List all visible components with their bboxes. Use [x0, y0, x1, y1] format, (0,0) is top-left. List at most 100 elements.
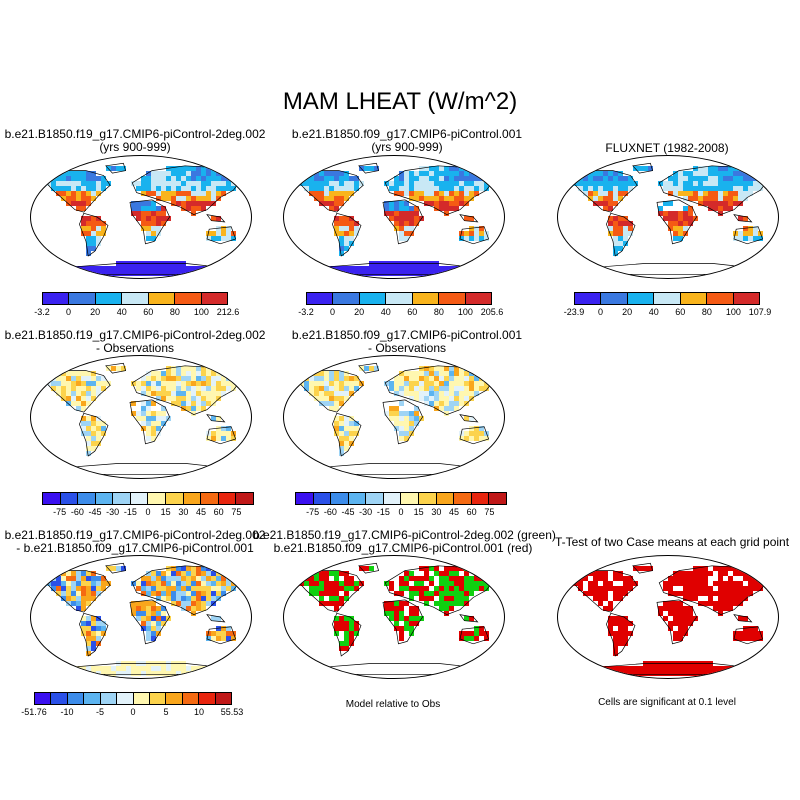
- map-cell: [384, 206, 389, 211]
- map-cell: [608, 216, 613, 221]
- map-cell: [479, 371, 484, 376]
- map-cell: [136, 611, 141, 616]
- map-cell: [176, 366, 181, 371]
- map-cell: [638, 566, 643, 571]
- map-cell: [206, 266, 211, 271]
- map-cell: [484, 376, 489, 381]
- map-cell: [703, 571, 708, 576]
- map-cell: [76, 386, 81, 391]
- map-cell: [568, 576, 573, 581]
- map-cell: [196, 201, 201, 206]
- map-cell: [404, 391, 409, 396]
- map-cell: [201, 386, 206, 391]
- map-cell: [688, 666, 693, 671]
- map-cell: [96, 581, 101, 586]
- map-cell: [181, 601, 186, 606]
- map-cell: [748, 231, 753, 236]
- map-cell: [329, 406, 334, 411]
- map-cell: [206, 381, 211, 386]
- map-cell: [359, 581, 364, 586]
- map-cell: [304, 386, 309, 391]
- map-cell: [41, 376, 46, 381]
- map-cell: [369, 566, 374, 571]
- map-cell: [474, 176, 479, 181]
- panel-3-title: FLUXNET (1982-2008): [557, 142, 777, 155]
- map-cell: [329, 581, 334, 586]
- map-cell: [683, 216, 688, 221]
- map-cell: [166, 191, 171, 196]
- map-cell: [439, 206, 444, 211]
- map-cell: [181, 181, 186, 186]
- colorbar-label: 0: [66, 307, 72, 317]
- map-cell: [708, 181, 713, 186]
- map-cell: [718, 186, 723, 191]
- map-cell: [394, 181, 399, 186]
- map-cell: [434, 371, 439, 376]
- map-cell: [713, 601, 718, 606]
- map-cell: [459, 236, 464, 241]
- map-cell: [186, 171, 191, 176]
- map-cell: [86, 181, 91, 186]
- map-cell: [319, 576, 324, 581]
- map-cell: [334, 426, 339, 431]
- map-cell: [81, 601, 86, 606]
- map-cell: [161, 616, 166, 621]
- map-cell: [81, 371, 86, 376]
- colorbar-label: -51.76: [21, 707, 47, 717]
- map-cell: [688, 186, 693, 191]
- map-cell: [141, 271, 146, 276]
- map-cell: [359, 266, 364, 271]
- map-cell: [688, 671, 693, 676]
- map-cell: [738, 566, 743, 571]
- map-cell: [733, 191, 738, 196]
- map-cell: [76, 206, 81, 211]
- map-cell: [156, 616, 161, 621]
- map-cell: [191, 376, 196, 381]
- map-cell: [186, 381, 191, 386]
- map-cell: [464, 171, 469, 176]
- map-cell: [339, 386, 344, 391]
- map-cell: [46, 581, 51, 586]
- map-cell: [409, 431, 414, 436]
- map-cell: [354, 221, 359, 226]
- map-cell: [324, 181, 329, 186]
- map-cell: [61, 371, 66, 376]
- map-cell: [703, 186, 708, 191]
- map-cell: [131, 181, 136, 186]
- map-cell: [61, 376, 66, 381]
- map-cell: [141, 401, 146, 406]
- map-cell: [166, 396, 171, 401]
- map-cell: [309, 591, 314, 596]
- map-cell: [309, 181, 314, 186]
- map-cell: [608, 206, 613, 211]
- map-cell: [394, 606, 399, 611]
- coastline: [358, 562, 380, 574]
- map-cell: [668, 581, 673, 586]
- map-cell: [91, 381, 96, 386]
- map-cell: [384, 611, 389, 616]
- map-cell: [454, 181, 459, 186]
- coastline: [733, 626, 764, 645]
- map-cell: [464, 386, 469, 391]
- map-cell: [474, 191, 479, 196]
- map-cell: [733, 236, 738, 241]
- map-cell: [349, 231, 354, 236]
- map-cell: [146, 176, 151, 181]
- map-cell: [713, 581, 718, 586]
- map-cell: [474, 236, 479, 241]
- coastline: [206, 226, 237, 245]
- map-cell: [404, 181, 409, 186]
- map-cell: [221, 436, 226, 441]
- map-cell: [354, 181, 359, 186]
- map-cell: [221, 626, 226, 631]
- map-cell: [101, 431, 106, 436]
- map-cell: [171, 566, 176, 571]
- map-cell: [613, 641, 618, 646]
- map-cell: [51, 371, 56, 376]
- map-cell: [334, 596, 339, 601]
- map-cell: [329, 381, 334, 386]
- map-cell: [464, 431, 469, 436]
- map-cell: [86, 216, 91, 221]
- map-svg: [294, 162, 496, 276]
- map-cell: [733, 586, 738, 591]
